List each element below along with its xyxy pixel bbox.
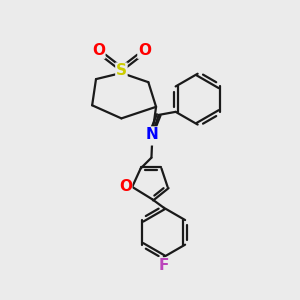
Text: N: N xyxy=(146,127,159,142)
Text: O: O xyxy=(145,130,158,145)
Text: S: S xyxy=(116,63,127,78)
Text: O: O xyxy=(138,43,151,58)
Text: O: O xyxy=(92,43,105,58)
Text: O: O xyxy=(119,179,132,194)
Text: F: F xyxy=(159,258,169,273)
